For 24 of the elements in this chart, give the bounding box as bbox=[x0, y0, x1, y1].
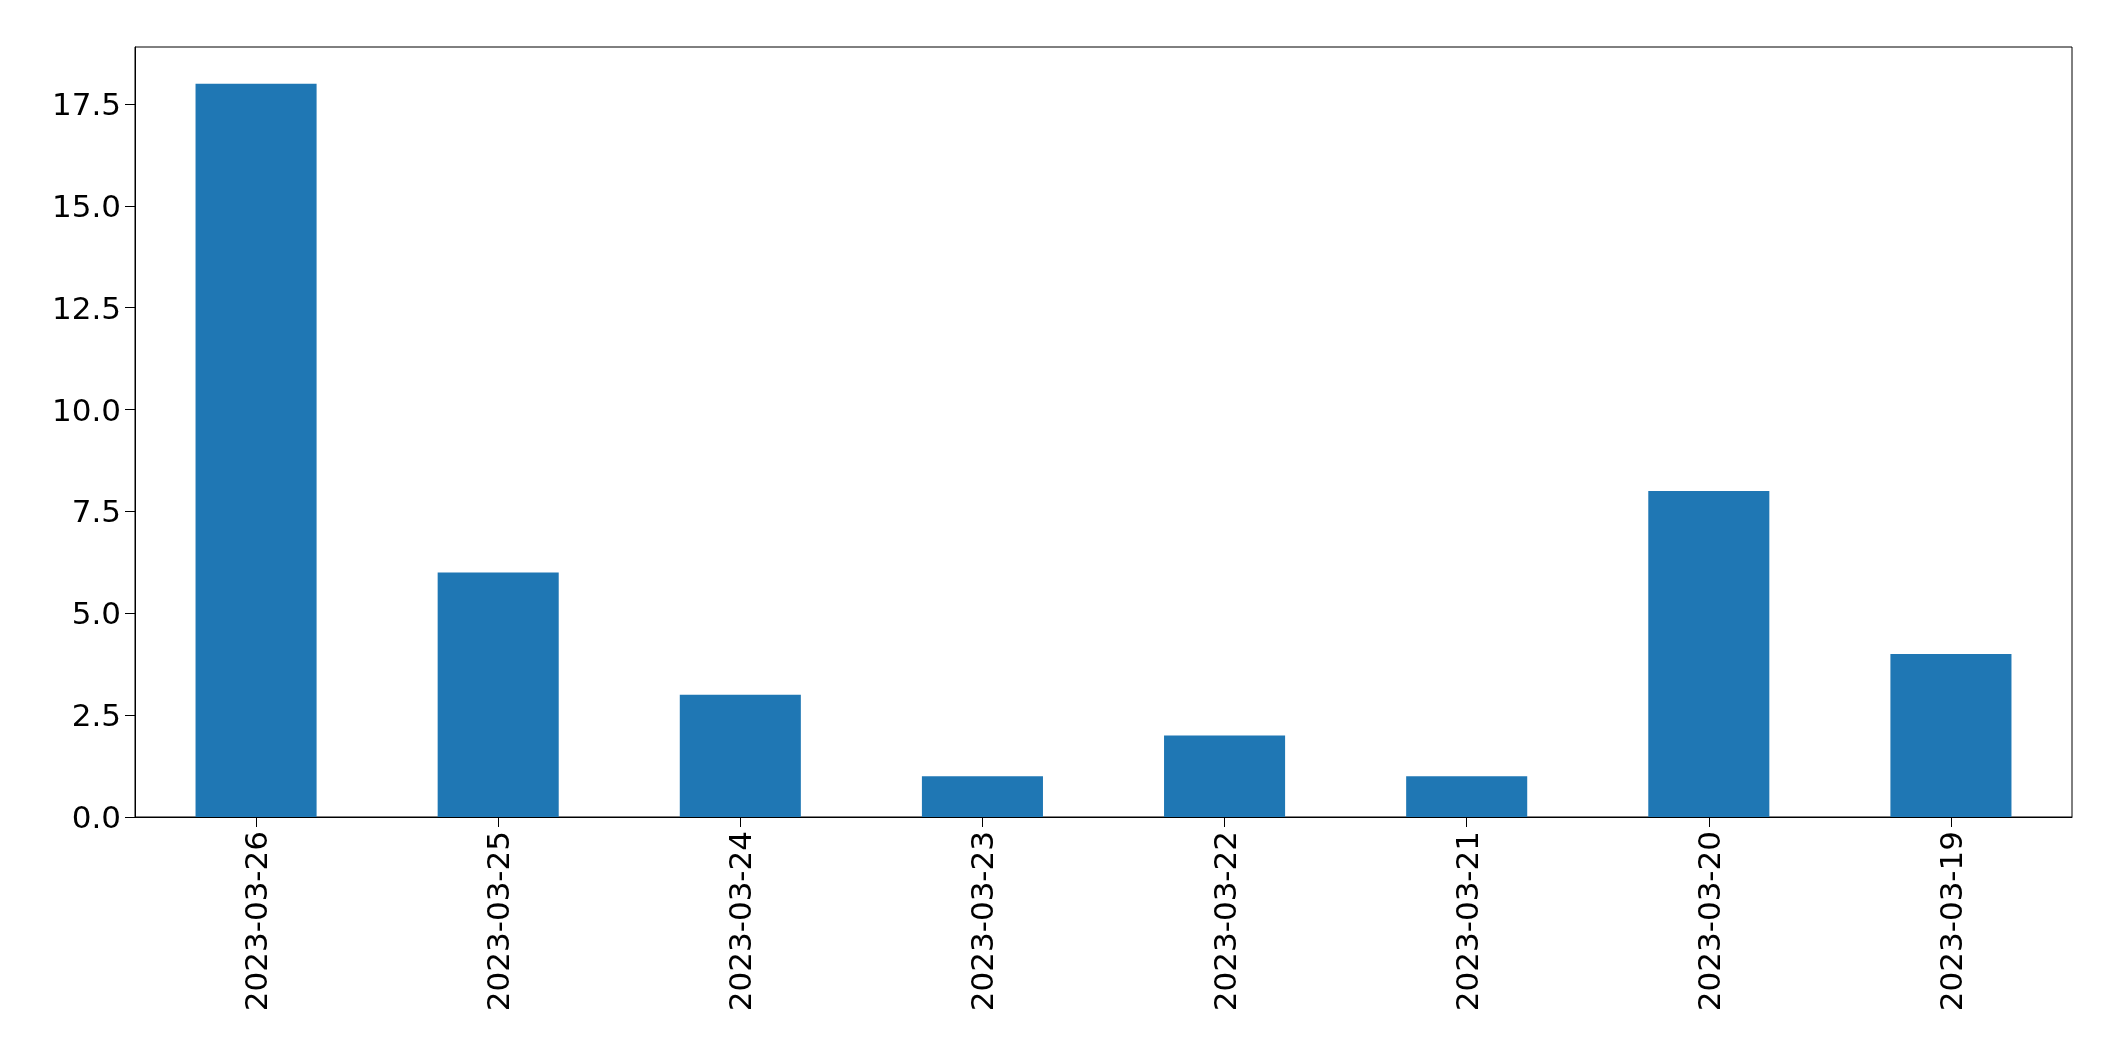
x-tick-label: 2023-03-25 bbox=[480, 831, 517, 1012]
bar bbox=[921, 776, 1043, 817]
bar bbox=[1164, 735, 1286, 817]
y-tick-label: 17.5 bbox=[51, 86, 121, 123]
x-tick-label: 2023-03-21 bbox=[1448, 831, 1485, 1012]
x-tick-label: 2023-03-22 bbox=[1206, 831, 1243, 1012]
bar bbox=[437, 572, 559, 817]
x-tick-label: 2023-03-23 bbox=[964, 831, 1001, 1012]
y-tick-label: 7.5 bbox=[71, 493, 121, 530]
x-tick-label: 2023-03-19 bbox=[1932, 831, 1969, 1012]
bar bbox=[679, 694, 801, 817]
x-tick-label: 2023-03-24 bbox=[722, 831, 759, 1012]
bar bbox=[195, 83, 317, 817]
bar bbox=[1648, 491, 1770, 817]
y-tick-label: 2.5 bbox=[71, 697, 121, 734]
y-tick-label: 12.5 bbox=[51, 289, 121, 326]
x-tick-label: 2023-03-20 bbox=[1690, 831, 1727, 1012]
x-tick-label: 2023-03-26 bbox=[238, 831, 275, 1012]
y-tick-label: 15.0 bbox=[51, 187, 121, 224]
y-tick-label: 5.0 bbox=[71, 595, 121, 632]
bar bbox=[1890, 654, 2012, 817]
y-tick-label: 0.0 bbox=[71, 799, 121, 835]
y-tick-label: 10.0 bbox=[51, 391, 121, 428]
bar bbox=[1406, 776, 1528, 817]
